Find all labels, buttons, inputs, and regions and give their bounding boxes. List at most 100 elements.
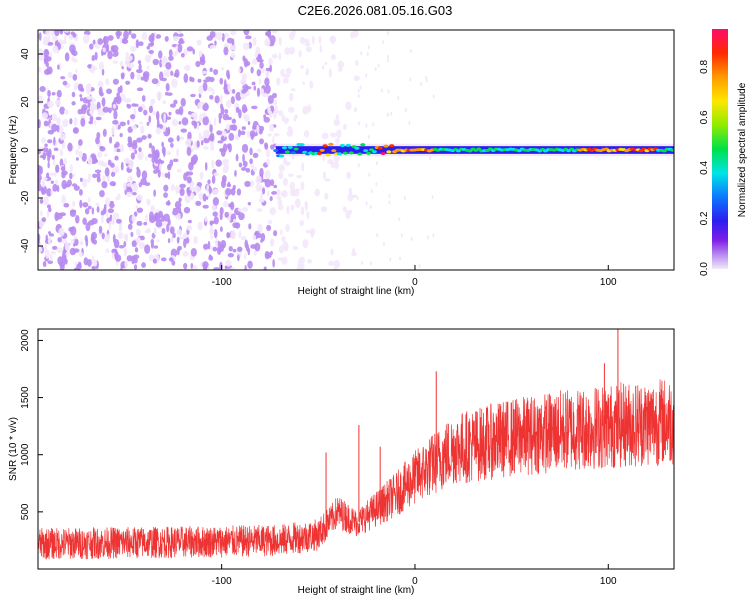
spectrogram-noise-cell [202,193,207,202]
spectrogram-noise-cell [209,31,216,39]
spectrogram-noise-cell [137,60,142,65]
spectrogram-noise-cell [83,30,91,36]
spectrogram-noise-cell [260,88,265,96]
spectrogram-noise-cell [56,89,62,98]
spectrogram-noise-cell [65,251,70,258]
spectrogram-noise-cell [219,77,224,85]
spectrogram-noise-cell [334,138,340,144]
spectrogram-noise-cell [270,250,273,256]
spectrogram-noise-cell [193,185,201,193]
spectrogram-noise-cell [294,198,301,208]
spectrogram-noise-cell [148,49,155,54]
spectrogram-noise-cell [40,185,47,195]
spectrogram-carrier-cell [319,148,325,152]
spectrogram-noise-cell [104,153,108,157]
spectrogram-noise-cell [107,50,113,60]
spectrogram-noise-cell [208,119,211,127]
spectrogram-noise-cell [183,172,188,181]
spectrogram-noise-cell [278,245,285,254]
spectrogram-noise-cell [150,205,156,212]
spectrogram-noise-cell [178,37,184,44]
spectrogram-noise-cell [151,78,159,85]
spectrogram-noise-cell [257,223,263,233]
spectrogram-noise-cell [44,143,48,148]
spectrogram-noise-cell [301,162,305,172]
snr-panel: -100 0 100 500 1000 1500 2000 Height of straig… [8,328,675,596]
spectrogram-noise-cell [303,130,310,138]
spectrogram-noise-cell [130,71,135,80]
spectrogram-noise-cell [175,45,179,51]
spectrogram-noise-cell [48,172,55,176]
spectrogram-ylabel: Frequency (Hz) [8,116,19,185]
spectrogram-noise-cell [212,246,218,252]
spectrogram-noise-cell [432,94,435,99]
spectrogram-noise-cell [38,183,42,192]
spectrogram-noise-cell [186,46,194,52]
spectrogram-noise-cell [180,128,188,133]
spectrogram-noise-cell [272,135,275,145]
spectrogram-noise-cell [377,63,380,68]
spectrogram-noise-cell [125,80,131,85]
spectrogram-noise-cell [63,34,67,42]
spectrogram-noise-cell [398,217,401,222]
spectrogram-noise-cell [164,172,169,178]
figure-title: C2E6.2026.081.05.16.G03 [298,3,453,18]
spectrogram-noise-cell [51,245,58,250]
spectrogram-noise-cell [42,147,49,153]
spectrogram-noise-cell [97,38,104,45]
spectrogram-noise-cell [56,117,61,125]
spectrogram-noise-cell [50,180,54,184]
spectrogram-noise-cell [324,178,331,182]
spectrogram-noise-cell [333,259,340,269]
spectrogram-noise-cell [136,168,141,178]
spectrogram-noise-cell [209,229,215,235]
spectrogram-noise-cell [109,136,113,144]
spectrogram-noise-cell [46,188,52,197]
spectrogram-noise-cell [234,169,237,177]
spectrogram-noise-cell [360,51,363,56]
spectrogram-noise-cell [231,89,236,94]
spectrogram-noise-cell [51,113,57,122]
spectrogram-noise-cell [202,264,208,270]
spectrogram-noise-cell [357,121,360,126]
spectrogram-noise-cell [230,266,235,270]
spectrogram-noise-cell [127,175,134,185]
spectrogram-noise-cell [46,204,52,209]
spectrogram-noise-cell [140,177,147,186]
spectrogram-noise-cell [208,255,214,261]
spectrogram-noise-cell [169,226,175,235]
spectrogram-noise-cell [47,236,52,246]
spectrogram-noise-cell [248,223,252,230]
spectrogram-noise-cell [177,43,183,53]
spectrogram-noise-cell [213,267,220,270]
spectrogram-noise-cell [220,103,224,110]
spectrogram-noise-cell [51,35,58,42]
spectrogram-carrier-cell [389,144,395,148]
spectrogram-xtick-label: 0 [412,277,418,288]
spectrogram-noise-cell [135,205,139,209]
spectrogram-noise-cell [141,262,146,269]
spectrogram-noise-cell [122,267,127,270]
spectrogram-noise-cell [292,190,300,197]
spectrogram-noise-cell [243,30,250,36]
spectrogram-noise-cell [60,76,66,80]
spectrogram-noise-cell [271,191,278,195]
spectrogram-noise-cell [171,260,176,266]
spectrogram-noise-cell [235,153,239,162]
spectrogram-noise-cell [130,231,134,238]
spectrogram-noise-cell [148,115,152,124]
spectrogram-noise-cell [104,167,110,177]
spectrogram-noise-cell [168,257,174,262]
spectrogram-noise-cell [189,187,196,191]
spectrogram-noise-cell [266,158,270,166]
spectrogram-noise-cell [246,130,251,138]
spectrogram-carrier-cell [348,151,354,155]
spectrogram-noise-cell [47,89,51,97]
spectrogram-noise-cell [330,132,337,138]
spectrogram-noise-cell [219,213,223,221]
spectrogram-noise-cell [205,129,210,139]
spectrogram-noise-cell [237,208,242,212]
spectrogram-noise-cell [163,213,170,222]
spectrogram-noise-cell [209,124,213,133]
spectrogram-noise-cell [78,150,83,158]
